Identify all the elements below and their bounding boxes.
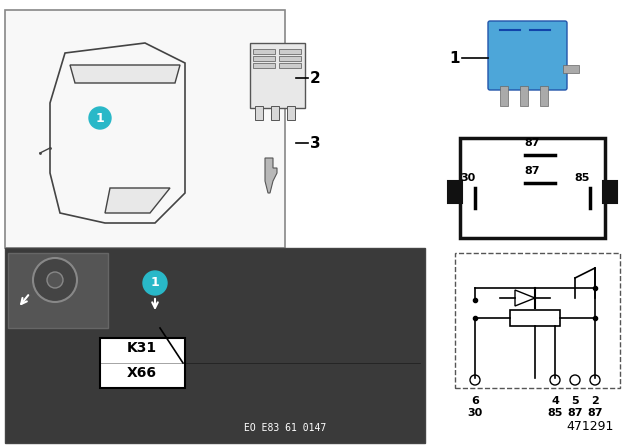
Circle shape: [143, 271, 167, 295]
Circle shape: [590, 375, 600, 385]
Bar: [520, 86, 528, 106]
Text: 30: 30: [467, 408, 483, 418]
Text: 30: 30: [460, 173, 476, 183]
Bar: [253, 63, 275, 68]
Text: 1: 1: [450, 51, 460, 65]
Bar: [455, 253, 620, 388]
FancyBboxPatch shape: [488, 21, 567, 90]
Circle shape: [33, 258, 77, 302]
Circle shape: [550, 375, 560, 385]
Text: 6: 6: [471, 396, 479, 406]
Bar: [460, 138, 605, 238]
Text: 471291: 471291: [566, 420, 614, 433]
Bar: [5, 248, 425, 443]
Polygon shape: [515, 290, 535, 306]
Circle shape: [570, 375, 580, 385]
Text: K31: K31: [127, 341, 157, 355]
Text: 85: 85: [547, 408, 563, 418]
Polygon shape: [105, 188, 170, 213]
Bar: [448, 181, 462, 203]
Bar: [253, 56, 275, 61]
Bar: [279, 56, 301, 61]
Text: 2: 2: [310, 70, 321, 86]
Circle shape: [89, 107, 111, 129]
Bar: [250, 43, 305, 108]
Text: EO E83 61 0147: EO E83 61 0147: [244, 423, 326, 433]
Text: 85: 85: [574, 173, 589, 183]
Bar: [540, 86, 548, 106]
Text: X66: X66: [127, 366, 157, 380]
Text: 3: 3: [310, 135, 321, 151]
Text: 87: 87: [524, 138, 540, 148]
Bar: [255, 106, 263, 120]
Bar: [100, 338, 185, 388]
Bar: [563, 65, 579, 73]
Text: 5: 5: [571, 396, 579, 406]
Text: 4: 4: [551, 396, 559, 406]
Text: 2: 2: [591, 396, 599, 406]
Bar: [510, 310, 560, 326]
Bar: [603, 181, 617, 203]
Polygon shape: [70, 65, 180, 83]
Bar: [5, 10, 285, 248]
Bar: [253, 49, 275, 54]
Text: 1: 1: [95, 112, 104, 125]
Bar: [279, 63, 301, 68]
Polygon shape: [50, 43, 185, 223]
Bar: [279, 49, 301, 54]
Bar: [500, 86, 508, 106]
Polygon shape: [265, 158, 277, 193]
Circle shape: [47, 272, 63, 288]
Text: 87: 87: [524, 166, 540, 176]
Bar: [287, 106, 295, 120]
Circle shape: [470, 375, 480, 385]
Bar: [8, 253, 108, 328]
Bar: [271, 106, 279, 120]
Text: 1: 1: [150, 276, 159, 289]
Text: 87: 87: [588, 408, 603, 418]
Text: 87: 87: [567, 408, 583, 418]
